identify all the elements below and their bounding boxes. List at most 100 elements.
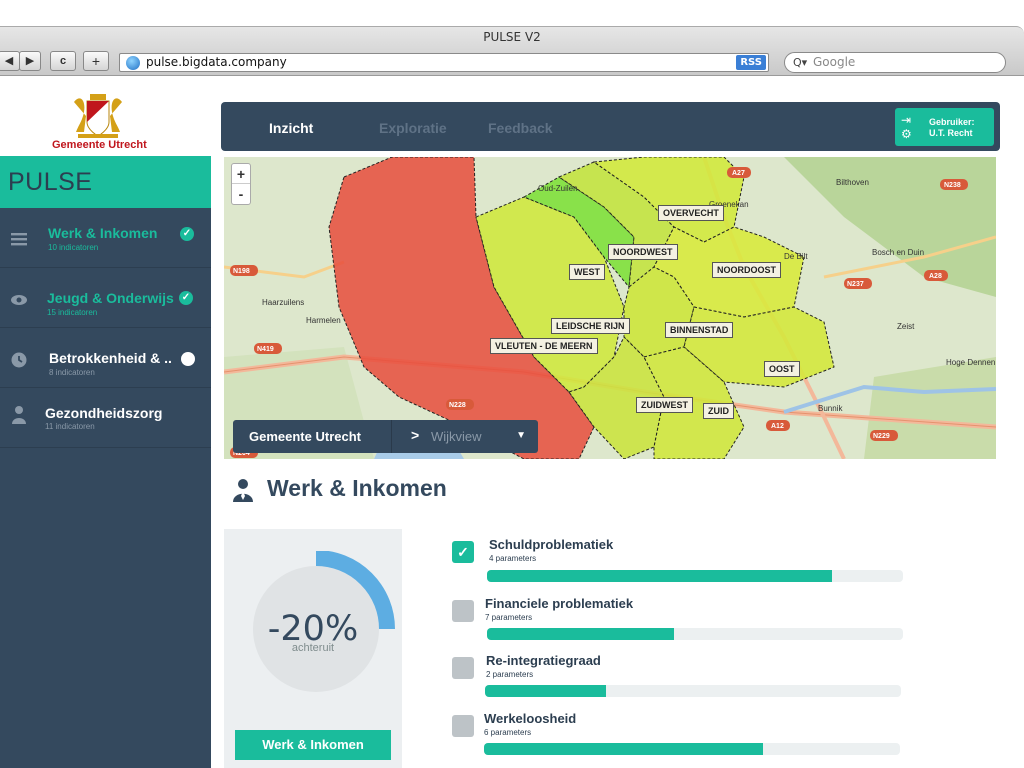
logo-text: Gemeente Utrecht <box>52 139 147 151</box>
district-label-zuidwest[interactable]: ZUIDWEST <box>636 397 693 413</box>
user-name: U.T. Recht <box>929 128 973 138</box>
sidebar-item-label: Betrokkenheid & .. <box>49 350 172 366</box>
road-label: N237 <box>847 281 864 288</box>
sidebar-item-betrokkenheid[interactable]: Betrokkenheid & .. 8 indicatoren <box>0 328 211 388</box>
road-label: A27 <box>732 170 745 177</box>
place-label: De Bilt <box>784 252 808 261</box>
user-button[interactable]: ⇥ ⚙ Gebruiker: U.T. Recht <box>895 108 994 146</box>
place-label: Groenekan <box>709 200 749 209</box>
indicator-params: 2 parameters <box>486 670 534 679</box>
gauge-chart <box>253 551 395 692</box>
road-label: N198 <box>233 268 250 275</box>
indicator-checkbox[interactable] <box>452 600 474 622</box>
logout-icon: ⇥ <box>901 113 912 127</box>
district-label-noordwest[interactable]: NOORDWEST <box>608 244 678 260</box>
category-button[interactable]: Werk & Inkomen <box>235 730 391 760</box>
logo[interactable]: Gemeente Utrecht <box>0 76 211 156</box>
person-icon <box>233 479 253 502</box>
tab-exploratie[interactable]: Exploratie <box>379 120 447 136</box>
road-label: N419 <box>257 346 274 353</box>
indicator-checkbox[interactable] <box>452 657 474 679</box>
url-bar[interactable]: pulse.bigdata.company RSS <box>119 53 769 72</box>
check-icon: ✓ <box>180 227 194 241</box>
indicator-row: Re-integratiegraad 2 parameters <box>452 653 912 707</box>
brand-title: PULSE SOCIETY <box>0 156 211 248</box>
sidebar-item-jeugd-onderwijs[interactable]: Jeugd & Onderwijs 15 indicatoren ✓ <box>0 268 211 328</box>
gauge-sub: achteruit <box>291 642 335 654</box>
district-label-noordoost[interactable]: NOORDOOST <box>712 262 782 278</box>
caret-down-icon[interactable]: ▼ <box>516 430 526 441</box>
road-label: A28 <box>929 273 942 280</box>
place-label: Bilthoven <box>836 178 869 187</box>
map[interactable]: Oud-Zuilen Groenekan Bilthoven De Bilt B… <box>224 157 996 459</box>
district-label-leidsche-rijn[interactable]: LEIDSCHE RIJN <box>551 318 630 334</box>
district-label-overvecht[interactable]: OVERVECHT <box>658 205 724 221</box>
tab-feedback[interactable]: Feedback <box>488 120 553 136</box>
search-icon: Q▾ <box>793 56 808 69</box>
globe-icon <box>126 56 140 70</box>
place-label: Bosch en Duin <box>872 248 924 257</box>
sidebar-item-sub: 15 indicatoren <box>47 308 98 317</box>
district-label-west[interactable]: WEST <box>569 264 605 280</box>
indicator-progress <box>485 685 901 697</box>
rss-button[interactable]: RSS <box>736 55 766 70</box>
sidebar-item-sub: 10 indicatoren <box>48 243 99 252</box>
road-label: N204 <box>233 450 250 457</box>
section-title: Werk & Inkomen <box>267 475 447 501</box>
tab-inzicht[interactable]: Inzicht <box>269 120 314 136</box>
indicator-row: Financiele problematiek 7 parameters <box>452 596 912 650</box>
clock-icon <box>10 350 28 368</box>
indicator-checkbox[interactable] <box>452 715 474 737</box>
sidebar-item-sub: 11 indicatoren <box>45 422 95 431</box>
sidebar: Gemeente Utrecht PULSE SOCIETY Werk & In… <box>0 76 211 768</box>
indicator-progress-fill <box>487 628 675 640</box>
check-icon: ✓ <box>179 291 193 305</box>
chevron-right-icon: > <box>411 427 420 443</box>
indicator-params: 4 parameters <box>489 554 537 563</box>
crest-icon <box>74 94 122 138</box>
zoom-in-button[interactable]: + <box>232 164 250 184</box>
back-button[interactable]: ◀ <box>0 51 20 71</box>
indicator-params: 6 parameters <box>484 728 532 737</box>
forward-button[interactable]: ▶ <box>19 51 41 71</box>
url-text: pulse.bigdata.company <box>146 55 287 69</box>
indicator-checkbox[interactable]: ✓ <box>452 541 474 563</box>
sidebar-item-label: Gezondheidszorg <box>45 405 163 421</box>
indicator-progress <box>487 570 903 582</box>
indicator-progress-fill <box>487 570 833 582</box>
indicator-name: Schuldproblematiek <box>489 537 614 552</box>
person-icon <box>10 405 28 424</box>
top-nav: Inzicht Exploratie Feedback ⇥ ⚙ Gebruike… <box>221 102 1000 151</box>
zoom-out-button[interactable]: - <box>238 186 244 202</box>
browser-chrome: PULSE V2 ◀ ▶ c + pulse.bigdata.company R… <box>0 26 1024 76</box>
eye-icon <box>10 290 28 308</box>
sidebar-item-werk-inkomen[interactable]: Werk & Inkomen 10 indicatoren ✓ <box>0 208 211 268</box>
district-label-vleuten-de-meern[interactable]: VLEUTEN - DE MEERN <box>490 338 598 354</box>
search-field[interactable]: Q▾ Google <box>784 52 1006 73</box>
reload-button[interactable]: c <box>50 51 76 71</box>
region-name[interactable]: Gemeente Utrecht <box>249 429 361 444</box>
indicator-params: 7 parameters <box>485 613 533 622</box>
road-label: N238 <box>944 182 961 189</box>
district-label-oost[interactable]: OOST <box>764 361 800 377</box>
district-label-binnenstad[interactable]: BINNENSTAD <box>665 322 734 338</box>
add-bookmark-button[interactable]: + <box>83 51 109 71</box>
gauge-value: -20% <box>267 609 359 649</box>
indicator-progress <box>487 628 903 640</box>
gauge-arc <box>315 551 395 630</box>
map-zoom-control: + - <box>231 163 251 205</box>
indicator-row: ✓ Schuldproblematiek 4 parameters <box>452 537 912 591</box>
place-label: Zeist <box>897 322 915 331</box>
sidebar-item-gezondheidszorg[interactable]: Gezondheidszorg 11 indicatoren <box>0 388 211 448</box>
place-label: Bunnik <box>818 404 843 413</box>
district-label-zuid[interactable]: ZUID <box>703 403 734 419</box>
indicator-name: Re-integratiegraad <box>486 653 601 668</box>
view-select[interactable]: Wijkview <box>431 429 482 444</box>
divider <box>391 420 392 453</box>
indicator-name: Werkeloosheid <box>484 711 577 726</box>
indicator-name: Financiele problematiek <box>485 596 634 611</box>
search-placeholder: Google <box>813 55 856 69</box>
indicator-progress <box>484 743 900 755</box>
place-label: Haarzuilens <box>262 298 304 307</box>
user-label: Gebruiker: <box>929 117 975 127</box>
